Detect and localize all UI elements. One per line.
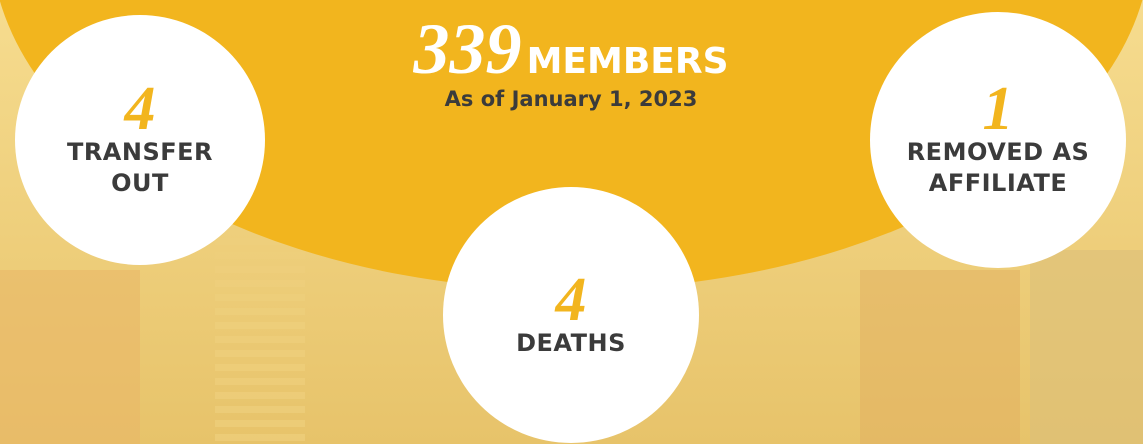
member-count: 339 xyxy=(413,9,521,89)
stat-label: REMOVED AS xyxy=(907,137,1090,168)
stat-number: 4 xyxy=(556,272,587,328)
stat-label: DEATHS xyxy=(516,328,626,359)
member-label: MEMBERS xyxy=(527,41,729,82)
page: 339 MEMBERS As of January 1, 2023 4TRANS… xyxy=(0,0,1143,444)
stat-label: TRANSFER xyxy=(67,137,213,168)
stat-label: OUT xyxy=(111,168,169,199)
headline-row: 339 MEMBERS xyxy=(321,8,821,91)
stat-number: 1 xyxy=(983,81,1014,137)
headline: 339 MEMBERS As of January 1, 2023 xyxy=(321,8,821,111)
stat-number: 4 xyxy=(125,81,156,137)
as-of-date: As of January 1, 2023 xyxy=(321,87,821,111)
stat-label: AFFILIATE xyxy=(929,168,1068,199)
